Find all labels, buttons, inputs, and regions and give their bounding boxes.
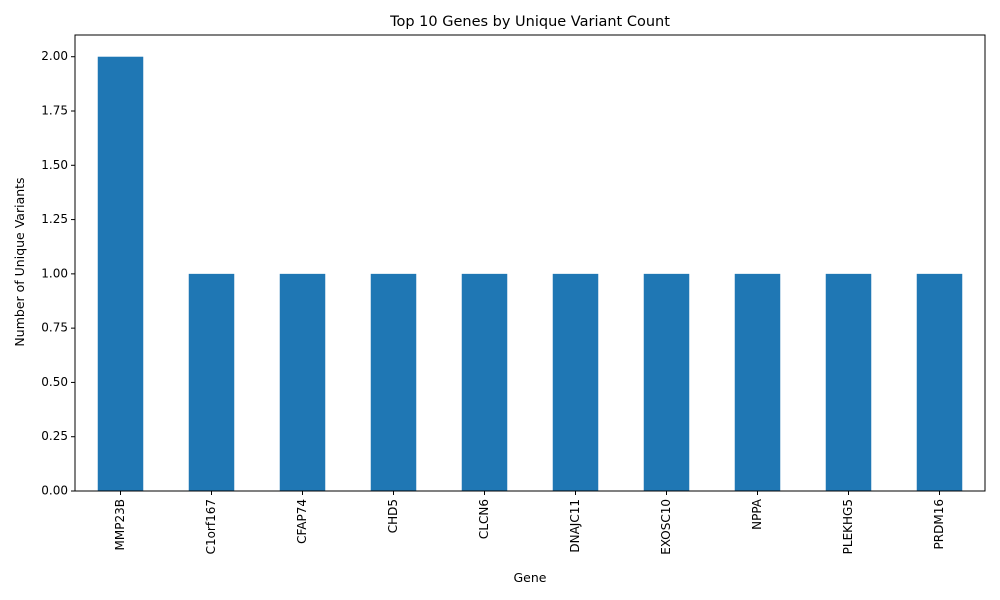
y-tick-label: 0.25 xyxy=(41,429,68,443)
y-axis-ticks: 0.00 0.25 0.50 0.75 1.00 1.25 1.50 1.75 2.00 xyxy=(41,49,75,498)
x-tick-label: CFAP74 xyxy=(295,499,309,544)
bar-plekhg5 xyxy=(825,273,872,491)
x-tick-label: PRDM16 xyxy=(932,499,946,549)
x-tick-label: PLEKHG5 xyxy=(841,499,855,554)
plot-frame xyxy=(74,34,986,492)
x-axis-ticks: MMP23B C1orf167 CFAP74 CHD5 CLCN6 DNAJC11 EXOS… xyxy=(113,491,946,555)
y-tick-label: 0.50 xyxy=(41,375,68,389)
y-tick-label: 2.00 xyxy=(41,49,68,63)
x-tick-label: EXOSC10 xyxy=(659,499,673,555)
chart-title: Top 10 Genes by Unique Variant Count xyxy=(389,14,670,30)
x-tick-label: CLCN6 xyxy=(477,499,491,539)
x-tick-label: CHD5 xyxy=(386,499,400,533)
bar-prdm16 xyxy=(916,273,963,491)
bar-dnajc11 xyxy=(552,273,599,491)
y-tick-label: 1.75 xyxy=(41,104,68,118)
bar-c1orf167 xyxy=(188,273,235,491)
bar-cfap74 xyxy=(279,273,326,491)
x-tick-label: NPPA xyxy=(750,498,764,530)
x-tick-label: MMP23B xyxy=(113,499,127,550)
y-tick-label: 1.25 xyxy=(41,212,68,226)
bar-mmp23b xyxy=(97,56,144,491)
bar-exosc10 xyxy=(643,273,690,491)
bar-chd5 xyxy=(370,273,417,491)
y-tick-label: 0.75 xyxy=(41,321,68,335)
bars-group xyxy=(97,56,963,491)
y-tick-label: 1.50 xyxy=(41,158,68,172)
bar-clcn6 xyxy=(461,273,508,491)
y-tick-label: 0.00 xyxy=(41,484,68,498)
y-axis-label: Number of Unique Variants xyxy=(12,177,27,346)
y-tick-label: 1.00 xyxy=(41,266,68,280)
x-tick-label: C1orf167 xyxy=(204,499,218,554)
x-axis-label: Gene xyxy=(514,570,547,585)
bar-nppa xyxy=(734,273,781,491)
x-tick-label: DNAJC11 xyxy=(568,499,582,553)
